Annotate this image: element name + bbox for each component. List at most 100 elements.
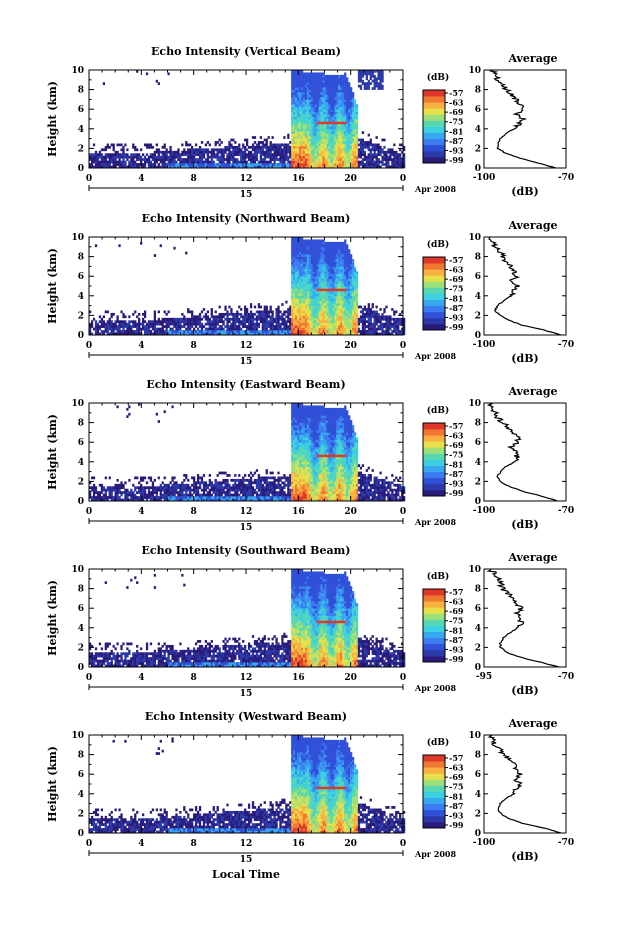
heatmap-cell [330,249,333,252]
heatmap-cell [330,74,333,78]
heatmap-cell [249,158,253,161]
heatmap-cells [89,237,406,336]
heatmap-cell [334,79,337,83]
heatmap-cell [308,82,312,85]
heatmap-cell [297,92,300,95]
average-y-tick-label: 6 [475,272,481,282]
heatmap-cell [330,143,333,147]
heatmap-cell [316,308,319,311]
heatmap-cell [112,158,115,161]
heatmap-cell [249,332,253,336]
heatmap-cell [353,136,357,139]
heatmap-cell [114,155,117,159]
heatmap-cell [291,254,294,257]
heatmap-cell [240,158,243,161]
heatmap-cell [342,155,345,159]
heatmap-cell [198,325,202,328]
heatmap-cell [320,94,323,98]
heatmap-cell [279,317,282,321]
heatmap-cell [348,123,351,127]
heatmap-cell [367,310,370,314]
heatmap-cell [265,163,268,166]
heatmap-cell [295,94,298,98]
heatmap-cell [291,317,294,321]
heatmap-cell [381,84,384,88]
heatmap-cell [230,325,233,328]
heatmap-cell [304,256,308,260]
heatmap-cell [277,320,280,324]
heatmap-cell [267,160,270,164]
heatmap-cell [330,128,333,132]
heatmap-cell [295,244,298,248]
heatmap-cell [271,143,274,147]
heatmap-cell [342,312,345,316]
heatmap-cell [300,251,304,255]
heatmap-cell [302,290,306,294]
heatmap-cell [155,150,158,154]
heatmap-cell [391,160,394,164]
heatmap-cell [326,94,329,98]
heatmap-cell [308,322,312,326]
heatmap-cell [365,158,368,161]
heatmap-cell [328,101,331,105]
heatmap-cell [336,295,339,299]
heatmap-cell [220,160,223,164]
heatmap-cell [289,141,292,144]
heatmap-cell [200,148,204,152]
heatmap-cell [312,310,315,314]
heatmap-cell [387,332,390,336]
heatmap-cell [322,246,325,250]
heatmap-cell [236,332,239,336]
heatmap-cell [104,498,107,502]
heatmap-cell [287,133,290,137]
heatmap-cell [306,104,310,108]
heatmap-cell [291,293,294,297]
heatmap-cell [346,155,349,159]
heatmap-cell [403,332,406,336]
heatmap-cell [373,332,376,336]
heatmap-cell [273,327,276,331]
heatmap-cell [338,271,341,275]
heatmap-cell [157,330,160,333]
heatmap-cell [304,317,308,321]
heatmap-cell [316,77,319,81]
heatmap-cell [332,131,335,134]
heatmap-cell [306,128,310,132]
heatmap-cell [287,317,290,321]
heatmap-cell [403,317,406,321]
heatmap-cell [302,148,306,152]
heatmap-cell [310,126,314,130]
heatmap-cell [336,99,339,103]
heatmap-cell [242,322,245,326]
heatmap-cell [395,160,398,164]
heatmap-cell [263,320,266,324]
heatmap-cell [324,77,327,81]
heatmap-cell [334,106,337,110]
heatmap-cell [334,121,337,125]
heatmap-cell [371,148,374,152]
heatmap-cell [291,138,294,142]
heatmap-cell [371,332,374,336]
heatmap-cell [324,320,327,324]
heatmap-cell [359,163,363,166]
heatmap-cell [96,330,100,333]
heatmap-cell [155,158,158,161]
heatmap-cell [134,153,137,157]
colorbar-frame [422,256,446,331]
heatmap-cell [141,325,145,328]
heatmap-cell [112,312,115,316]
heatmap-cell [297,327,300,331]
heatmap-cell [222,148,225,152]
heatmap-cell [234,322,237,326]
heatmap-cell [171,320,174,324]
heatmap-cell [381,79,384,83]
panel-title: Echo Intensity (Northward Beam) [142,212,351,225]
heatmap-cell [330,251,333,255]
heatmap-cell [383,155,386,159]
heatmap-cell [371,325,374,328]
heatmap-cell [377,84,380,88]
heatmap-cell [263,317,266,321]
heatmap-cell [90,320,94,324]
heatmap-cell [344,303,347,306]
heatmap-cell [357,79,361,83]
